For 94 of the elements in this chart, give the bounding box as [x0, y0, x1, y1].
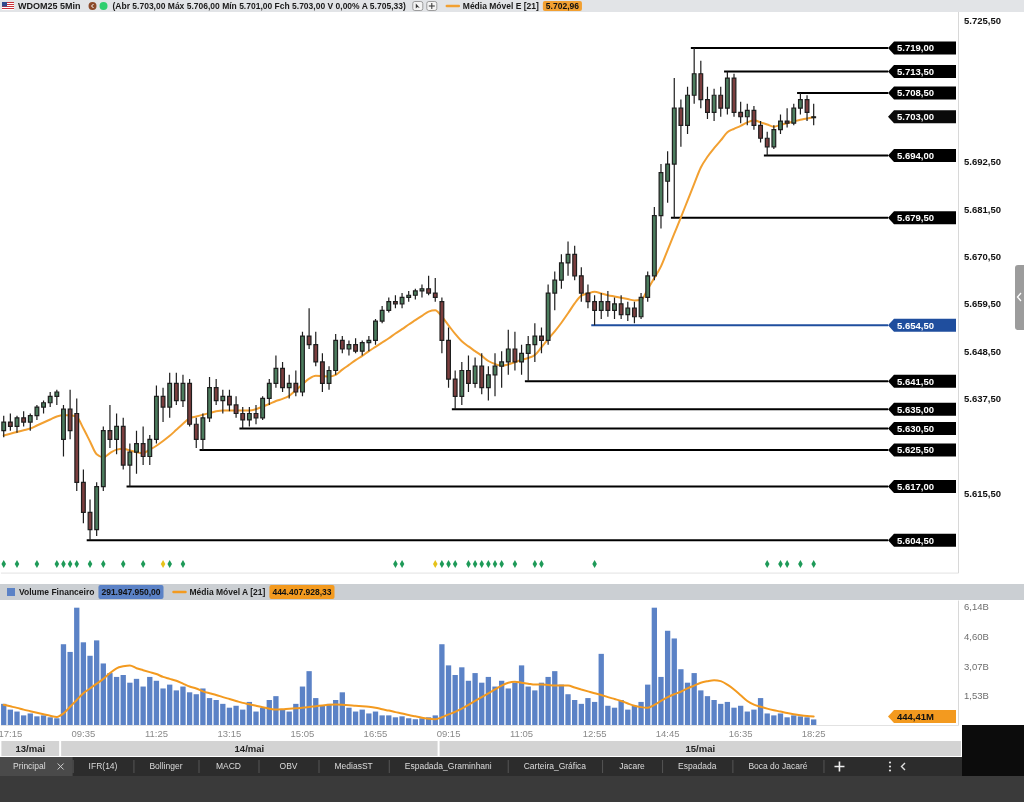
candlestick — [665, 150, 671, 204]
text: Principal — [13, 761, 46, 772]
x-tick-label: 13:15 — [217, 727, 242, 739]
candlestick — [439, 296, 445, 354]
y-tick-label: 5.725,50 — [964, 14, 1001, 26]
legend-label: Média Móvel A [21] — [189, 586, 266, 597]
candlestick — [797, 92, 803, 116]
y-tick-label: 1,53B — [964, 690, 989, 702]
candlestick — [153, 384, 159, 445]
candlestick — [758, 120, 764, 144]
candlestick — [592, 294, 598, 326]
candlestick — [432, 277, 438, 303]
text: Carteira_Gráfica — [523, 761, 587, 772]
ref-line-label: 5.679,50 — [897, 212, 934, 224]
text: OBV — [279, 761, 298, 772]
y-tick-label: 5.637,50 — [964, 392, 1001, 404]
candlestick — [319, 352, 325, 393]
candlestick — [187, 378, 193, 427]
candlestick — [705, 86, 710, 120]
ref-line-label: 5.625,50 — [897, 444, 934, 456]
x-tick-label: 09:35 — [71, 727, 96, 739]
x-tick-label: 09:15 — [436, 727, 461, 739]
candlestick — [724, 71, 730, 116]
ref-line-label: 5.617,00 — [897, 480, 934, 492]
ref-line-label: 5.694,00 — [897, 149, 934, 161]
candlestick — [207, 376, 212, 423]
candlestick — [1, 415, 7, 438]
x-tick-label: 14:45 — [655, 727, 680, 739]
candlestick — [353, 337, 359, 354]
candlestick — [41, 399, 47, 415]
x-tick-label: 17:15 — [0, 727, 23, 739]
candlestick — [631, 301, 637, 324]
x-tick-label: 11:25 — [144, 727, 168, 739]
text: 444,41M — [897, 710, 935, 722]
text: 5.703,00 — [897, 111, 934, 123]
ref-line-label: 5.604,50 — [897, 534, 934, 546]
candlestick — [778, 114, 783, 135]
candlestick — [685, 86, 690, 135]
candlestick — [300, 331, 305, 397]
candlestick — [539, 326, 544, 354]
ref-line-label: 5.708,50 — [897, 87, 934, 99]
text: Jacare — [619, 761, 646, 772]
text: 15/mai — [685, 742, 716, 754]
y-tick-label: 5.648,50 — [964, 345, 1001, 357]
candlestick — [134, 430, 139, 475]
candlestick — [226, 389, 232, 412]
y-tick-label: 5.692,50 — [964, 156, 1001, 168]
text: MACD — [215, 761, 242, 772]
legend-label: Volume Financeiro — [19, 586, 95, 597]
x-tick-label: 15:05 — [290, 727, 315, 739]
candlestick — [612, 296, 617, 320]
text: (Abr 5.703,00 Máx 5.706,00 Mín 5.701,00 Fch 5.703,00 V 0,00% A 5.705,33) — [112, 0, 406, 11]
text: Boca do Jacaré — [748, 761, 808, 772]
x-tick-label: 12:55 — [582, 727, 607, 739]
x-tick-label: 16:55 — [363, 727, 388, 739]
x-tick-label: 11:05 — [510, 727, 534, 739]
text: Espadada_Graminhani — [404, 761, 492, 772]
ref-line-label: 5.635,00 — [897, 403, 934, 415]
candlestick — [426, 275, 432, 296]
chart-title: WDOM25 5Min — [18, 1, 81, 12]
candlestick — [392, 294, 398, 309]
legend-label: Média Móvel E [21] — [462, 0, 540, 11]
ref-line-label: 5.654,50 — [897, 319, 934, 331]
ref-line-label: 5.641,50 — [897, 375, 934, 387]
line-series — [2, 664, 815, 721]
x-tick-label: 18:25 — [801, 727, 826, 739]
y-tick-label: 6,14B — [964, 601, 989, 613]
text: 14/mai — [234, 742, 265, 754]
ref-line-label: 5.630,50 — [897, 422, 934, 434]
y-tick-label: 5.615,50 — [964, 487, 1001, 499]
candlestick — [61, 404, 66, 458]
candlestick — [558, 253, 564, 290]
ref-line-label: 5.719,00 — [897, 42, 934, 54]
text: MediasST — [334, 761, 373, 772]
y-tick-label: 3,07B — [964, 660, 989, 672]
y-tick-label: 5.659,50 — [964, 298, 1001, 310]
candlestick — [519, 344, 525, 376]
text: IFR(14) — [88, 761, 118, 772]
x-tick-label: 16:35 — [728, 727, 753, 739]
candlestick — [373, 318, 378, 346]
candlestick — [446, 326, 451, 389]
ref-line-label: 5.713,50 — [897, 65, 934, 77]
y-tick-label: 4,60B — [964, 631, 989, 643]
text: 13/mai — [15, 742, 46, 754]
text: Espadada — [678, 761, 717, 772]
candlestick — [811, 103, 817, 126]
y-tick-label: 5.670,50 — [964, 251, 1001, 263]
candlestick — [80, 468, 86, 524]
candlestick — [465, 354, 471, 393]
candlestick — [114, 412, 120, 455]
candlestick — [280, 361, 286, 393]
y-tick-label: 5.681,50 — [964, 203, 1001, 215]
candlestick — [804, 94, 810, 122]
text: Bollinger — [149, 761, 183, 772]
